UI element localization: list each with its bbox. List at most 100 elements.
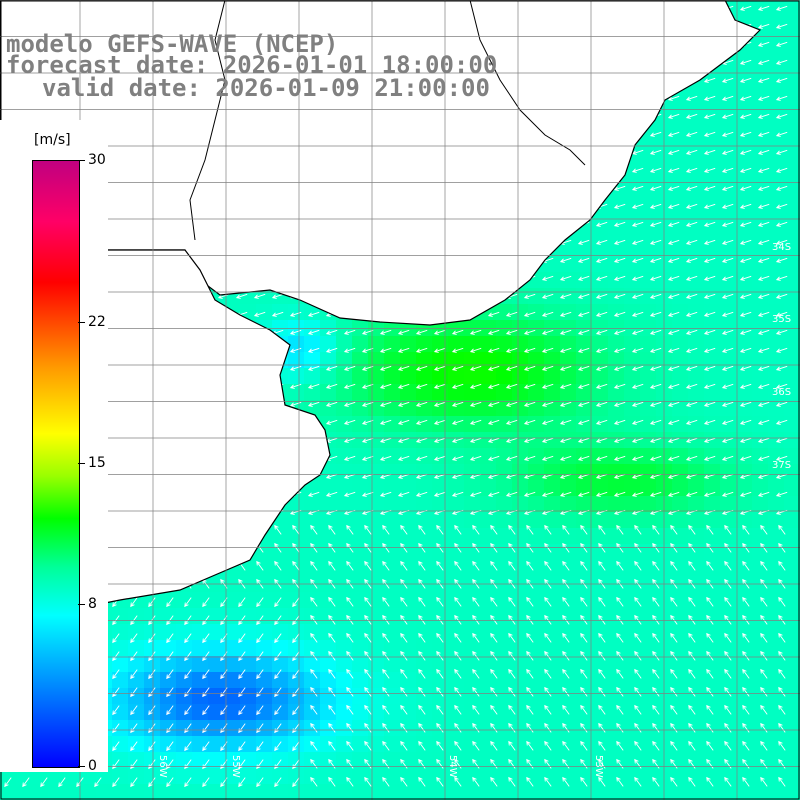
speed-cell: [256, 704, 272, 720]
speed-cell: [720, 608, 736, 624]
wind-vector: [598, 668, 606, 679]
speed-cell: [528, 768, 544, 784]
wind-vector: [454, 704, 462, 715]
wind-vector: [562, 632, 570, 643]
speed-cell: [736, 0, 752, 16]
wind-vector: [652, 758, 660, 769]
wind-vector: [382, 686, 390, 697]
wind-vector: [328, 758, 336, 769]
speed-cell: [608, 240, 624, 256]
speed-cell: [208, 784, 224, 800]
wind-vector: [526, 740, 534, 751]
wind-vector: [721, 419, 734, 425]
speed-cell: [560, 256, 576, 272]
wind-vector: [559, 329, 572, 335]
wind-vector: [559, 473, 572, 479]
wind-vector: [670, 722, 678, 733]
wind-vector: [469, 491, 482, 497]
wind-vector: [433, 473, 446, 479]
speed-cell: [768, 608, 784, 624]
wind-vector: [649, 311, 662, 317]
speed-cell: [784, 272, 800, 288]
speed-cell: [752, 112, 768, 128]
speed-cell: [512, 480, 528, 496]
wind-vector: [688, 560, 696, 571]
wind-vector: [526, 614, 534, 625]
speed-cell: [704, 464, 720, 480]
wind-vector: [292, 524, 300, 535]
wind-vector: [598, 686, 606, 697]
wind-vector: [685, 401, 698, 407]
speed-cell: [192, 640, 208, 656]
speed-cell: [192, 688, 208, 704]
wind-vector: [328, 740, 336, 751]
speed-cell: [784, 0, 800, 16]
speed-cell: [704, 768, 720, 784]
wind-vector: [775, 383, 788, 389]
speed-cell: [160, 752, 176, 768]
speed-cell: [320, 688, 336, 704]
speed-cell: [720, 656, 736, 672]
speed-cell: [480, 432, 496, 448]
wind-vector: [400, 542, 408, 553]
speed-cell: [480, 368, 496, 384]
speed-cell: [416, 464, 432, 480]
wind-vector: [721, 329, 734, 335]
wind-vector: [184, 633, 192, 644]
speed-cell: [528, 368, 544, 384]
wind-vector: [685, 293, 698, 299]
speed-cell: [560, 304, 576, 320]
speed-cell: [480, 496, 496, 512]
wind-vector: [274, 651, 282, 662]
wind-vector: [148, 669, 156, 680]
speed-cell: [560, 512, 576, 528]
speed-cell: [528, 784, 544, 800]
speed-cell: [480, 352, 496, 368]
wind-vector: [595, 491, 608, 497]
wind-vector: [202, 777, 210, 788]
wind-vector: [577, 455, 590, 461]
wind-vector: [238, 669, 246, 680]
wind-vector: [343, 473, 356, 479]
speed-cell: [736, 624, 752, 640]
speed-cell: [640, 352, 656, 368]
speed-cell: [672, 480, 688, 496]
speed-cell: [352, 512, 368, 528]
speed-cell: [320, 784, 336, 800]
wind-vector: [721, 455, 734, 461]
speed-cell: [400, 768, 416, 784]
speed-cell: [112, 640, 128, 656]
wind-vector: [616, 758, 624, 769]
speed-cell: [624, 672, 640, 688]
speed-cell: [704, 128, 720, 144]
wind-vector: [652, 650, 660, 661]
speed-cell: [560, 672, 576, 688]
wind-vector: [469, 437, 482, 443]
wind-vector: [364, 758, 372, 769]
speed-cell: [352, 768, 368, 784]
wind-vector: [361, 491, 374, 497]
wind-vector: [667, 239, 680, 245]
speed-cell: [688, 272, 704, 288]
wind-vector: [202, 741, 210, 752]
speed-cell: [608, 512, 624, 528]
wind-vector: [415, 455, 428, 461]
speed-cell: [688, 160, 704, 176]
wind-vector: [778, 596, 786, 607]
speed-cell: [304, 320, 320, 336]
wind-vector: [256, 651, 264, 662]
speed-cell: [176, 640, 192, 656]
wind-vector: [670, 668, 678, 679]
wind-vector: [742, 560, 750, 571]
speed-cell: [576, 656, 592, 672]
speed-cell: [640, 144, 656, 160]
speed-cell: [64, 768, 80, 784]
wind-vector: [577, 329, 590, 335]
speed-cell: [736, 160, 752, 176]
speed-cell: [592, 768, 608, 784]
speed-cell: [416, 688, 432, 704]
speed-cell: [416, 432, 432, 448]
colorbar-units: [m/s]: [34, 132, 71, 148]
speed-cell: [384, 704, 400, 720]
speed-cell: [448, 688, 464, 704]
